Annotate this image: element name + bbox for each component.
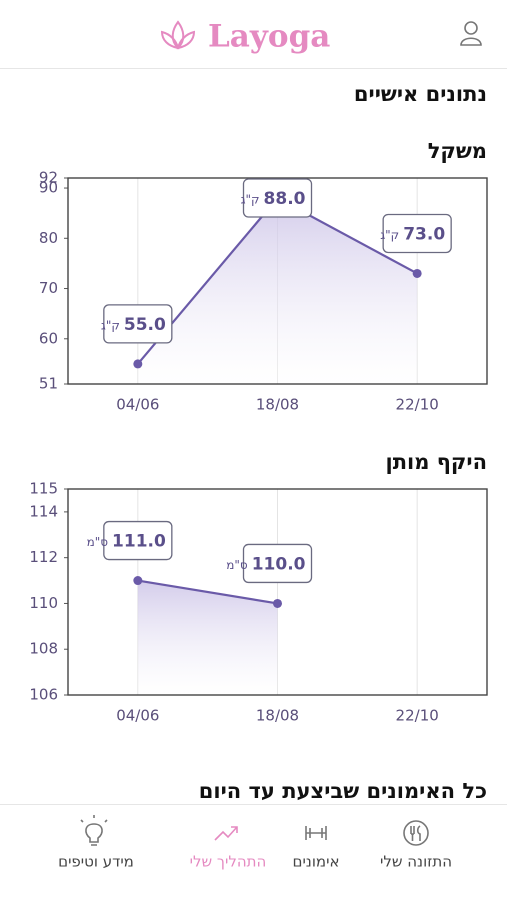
x-tick-label: 22/10 [396, 396, 439, 414]
point [412, 268, 422, 278]
data-label-value: 73.0 [403, 224, 445, 244]
data-label-value: 88.0 [264, 189, 306, 209]
plot-border [67, 488, 488, 696]
line [137, 579, 278, 605]
y-tick-label: 114 [29, 502, 58, 520]
data-label-unit: ק"ג [241, 193, 260, 207]
workouts-icon[interactable] [305, 826, 327, 840]
data-label: 110.0 ס"מ [226, 543, 313, 584]
data-label-unit: ס"מ [226, 558, 248, 572]
nav-label[interactable]: מידע וטיפים [58, 853, 134, 871]
y-tick-label: 60 [39, 329, 58, 347]
y-tick-label: 112 [29, 548, 58, 566]
data-label-box [103, 304, 173, 344]
data-label-box [242, 178, 313, 218]
nav-label[interactable]: אימונים [293, 853, 340, 871]
bottom-nav [0, 804, 507, 900]
data-label-box [382, 213, 452, 254]
x-tick-label: 04/06 [116, 707, 159, 725]
y-tick-label: 90 [39, 179, 58, 197]
data-label: 111.0ס"מ [87, 520, 173, 561]
nav-label-active[interactable]: התהליך שלי [190, 853, 267, 871]
data-label: 88.0 ק"ג [241, 178, 313, 218]
x-tick-label: 04/06 [116, 396, 159, 414]
header [0, 0, 507, 68]
data-label: 55.0 ק"ג [101, 304, 173, 344]
data-label-box [242, 543, 313, 584]
page-title: נתונים אישיים [354, 82, 487, 106]
data-label-unit: ק"ג [380, 228, 399, 242]
y-tick-label: 80 [39, 229, 58, 247]
data-label-value: 110.0 [252, 554, 306, 574]
y-tick-label: 108 [29, 640, 58, 658]
y-tick-label: 70 [39, 279, 58, 297]
y-tick-label: 92 [39, 169, 58, 187]
section-title: כל האימונים שביצעת עד היום [199, 779, 487, 803]
data-label-value: 55.0 [124, 315, 166, 335]
data-label-unit: ק"ג [101, 318, 120, 332]
point [133, 359, 143, 369]
data-label-value: 111.0 [112, 532, 166, 552]
y-tick-label: 106 [29, 686, 58, 704]
data-label-unit: ס"מ [87, 535, 109, 549]
plot-border [67, 177, 488, 385]
chart-title: משקל [428, 139, 487, 163]
y-tick-label: 115 [29, 480, 58, 498]
x-tick-label: 18/08 [256, 707, 299, 725]
user-icon[interactable] [460, 21, 482, 46]
tips-icon[interactable] [80, 815, 108, 846]
y-tick-label: 110 [29, 594, 58, 612]
x-tick-label: 18/08 [256, 396, 299, 414]
point [133, 576, 143, 586]
y-tick-label: 51 [39, 375, 58, 393]
logo: Layoga [208, 19, 330, 55]
data-label-box [103, 520, 173, 561]
area [137, 580, 278, 695]
point [273, 598, 282, 608]
data-label: 73.0 ק"ג [380, 213, 452, 254]
area [137, 198, 418, 384]
logo-icon [160, 20, 196, 50]
x-tick-label: 22/10 [396, 707, 439, 725]
nav-label[interactable]: התזונה שלי [380, 853, 452, 871]
nutrition-icon[interactable] [403, 820, 429, 846]
chart-title: היקף מותן [385, 450, 487, 474]
progress-icon[interactable] [214, 826, 238, 841]
